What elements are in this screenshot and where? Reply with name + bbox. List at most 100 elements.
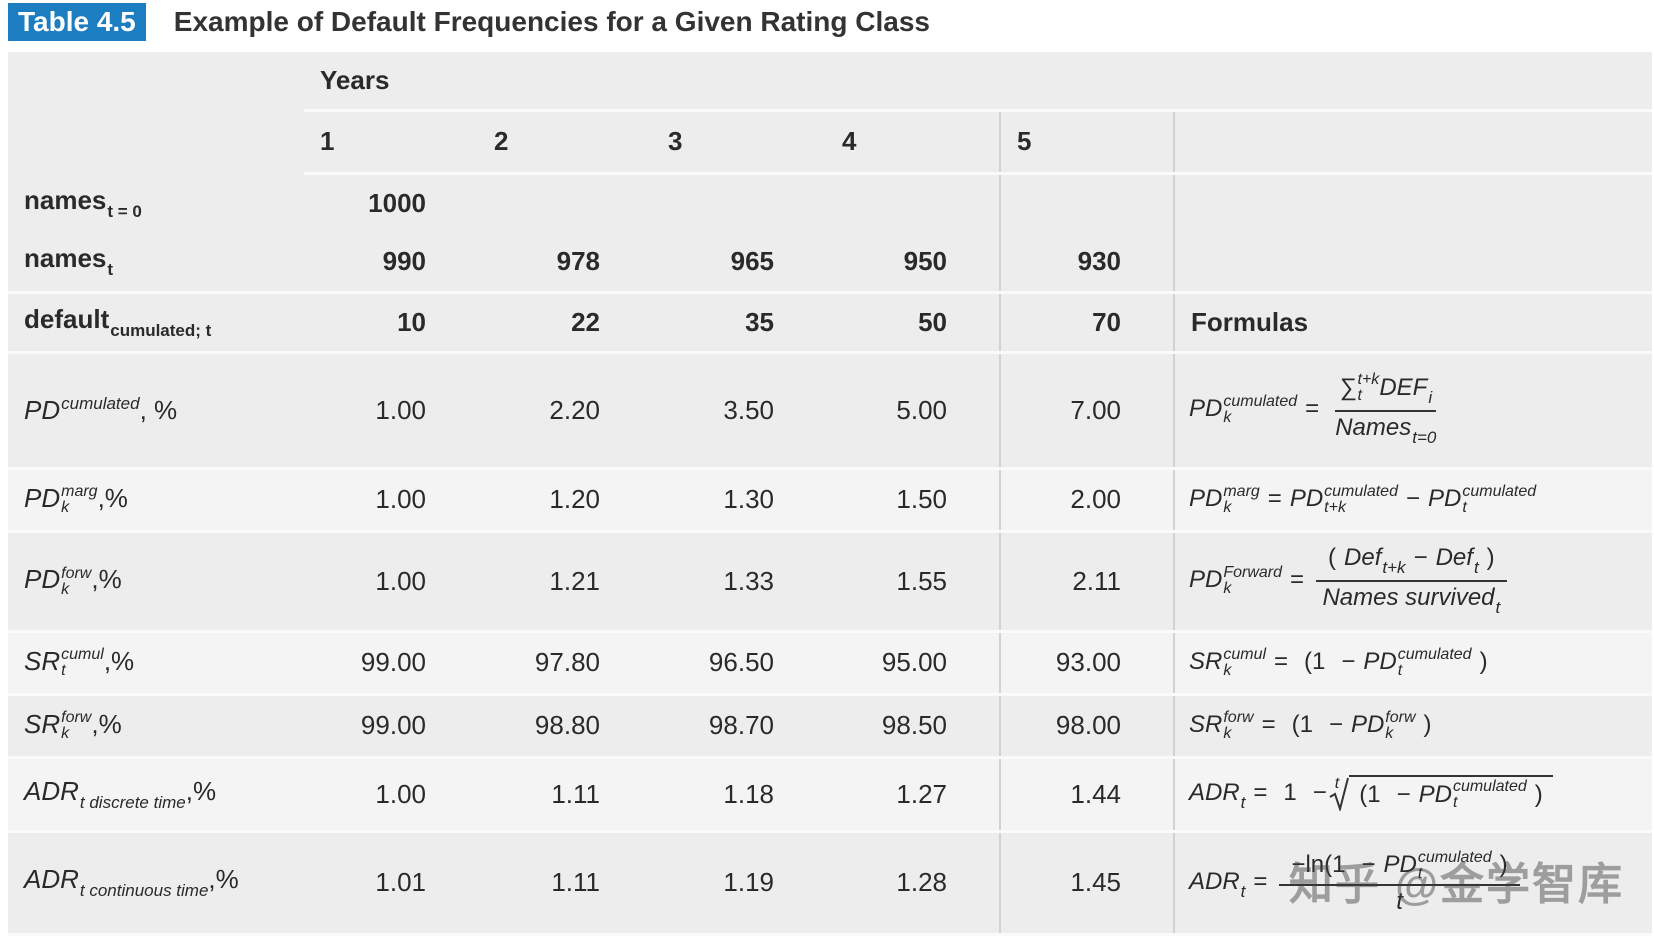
scripts: cumul k (1223, 645, 1267, 679)
subscript: t (1452, 794, 1458, 812)
rate-value: 1.28 (896, 867, 947, 897)
table-row: SR cumul t,% 99.00 97.80 96.50 95.00 93.00 SR cum… (8, 631, 1653, 696)
rate-value: 98.00 (1055, 710, 1121, 740)
row-label: PDcumulated, % (8, 352, 304, 470)
symbol-base: names (24, 243, 107, 274)
rate-value: 1.45 (1070, 867, 1121, 897)
suffix: , % (139, 395, 178, 425)
numerator: (Deft+k − Deft) (1316, 542, 1507, 582)
years-label: Years (320, 64, 390, 95)
symbol: namest (24, 243, 113, 279)
symbol-base: PD (1189, 566, 1223, 594)
superscript: cumul (1223, 645, 1267, 663)
symbol: Namest=0 (1335, 414, 1436, 447)
symbol-base: SR (1189, 647, 1223, 675)
count-value: 950 (903, 246, 947, 277)
subscript: k (61, 580, 70, 598)
symbol-base: PD (1383, 850, 1417, 878)
operator: = (1305, 395, 1320, 423)
year-label: 3 (668, 126, 683, 156)
scripts: marg k (61, 484, 97, 516)
rate-value: 3.50 (723, 394, 774, 425)
corner-cell (8, 52, 304, 173)
count-cell: 70 (999, 292, 1174, 354)
superscript: cumulated (1462, 482, 1537, 500)
symbol: Names survivedt (1322, 584, 1500, 617)
count-cell: 990 (304, 233, 478, 294)
symbol-base: SR (1189, 710, 1223, 738)
rate-value: 1.50 (896, 484, 947, 514)
denominator: Names survivedt (1318, 582, 1504, 620)
fraction: −ln(1− PD cumulated t) t (1279, 848, 1520, 918)
symbol: PD marg k (1189, 483, 1260, 515)
rate-cell: 2.00 (999, 468, 1174, 533)
rate-value: 7.00 (1070, 394, 1121, 425)
rate-value: 5.00 (896, 394, 947, 425)
operator: = (1290, 566, 1305, 594)
operator: (1 (1359, 780, 1381, 808)
suffix: ,% (208, 864, 239, 894)
superscript: cumulated (61, 394, 140, 413)
rate-value: 1.00 (375, 565, 426, 596)
formula-cell: Formulas (1172, 292, 1653, 354)
row-label: PD marg k,% (8, 468, 304, 533)
header: Table 4.5 Example of Default Frequencies… (8, 2, 930, 42)
denominator: Namest=0 (1331, 412, 1440, 450)
symbol-base: PD (1289, 484, 1324, 512)
subscript: cumulated; t (110, 320, 212, 340)
rate-value: 1.01 (375, 867, 426, 897)
table-row: namest = 0 1000 (8, 173, 1653, 233)
formula: SR cumul k = (1− PD cumulated t) (1189, 646, 1496, 678)
rate-cell: 98.80 (478, 694, 652, 759)
formula-cell: ADRt = 1− t (1− PD cumulated t) (1172, 757, 1653, 833)
rate-value: 1.00 (375, 484, 426, 514)
superscript: cumulated (1397, 645, 1472, 663)
operator: − (1312, 778, 1327, 806)
symbol-base: Def (1344, 544, 1382, 571)
scripts: cumulated t (1397, 645, 1472, 679)
rate-value: 96.50 (708, 647, 774, 677)
operator: (1 (1304, 647, 1326, 675)
symbol: SR cumul t,% (24, 646, 134, 679)
scripts: cumulated t (1462, 482, 1537, 516)
fraction: ∑ t+k t DEFi Namest=0 (1331, 370, 1440, 449)
row-label: SR forw k,% (8, 694, 304, 759)
superscript: Forward (1223, 564, 1283, 581)
symbol: PD cumulated k (1189, 393, 1298, 426)
count-value: 990 (382, 246, 426, 277)
row-label: PD forw k,% (8, 531, 304, 633)
rate-value: 98.80 (534, 710, 600, 740)
rate-cell: 96.50 (652, 631, 826, 696)
rate-value: 95.00 (881, 647, 947, 677)
superscript: cumulated (1223, 393, 1298, 410)
rate-cell: 99.00 (304, 694, 478, 759)
superscript: cumul (61, 646, 104, 664)
count-cell (826, 173, 1000, 233)
table-row: ADRt continuous time,% 1.01 1.11 1.19 1.28 1.… (8, 831, 1653, 936)
formula: PD marg k = PD cumulated t+k − PD cumulated t (1189, 482, 1536, 515)
subscript: t (1495, 598, 1501, 617)
numerator: −ln(1− PD cumulated t) (1279, 848, 1520, 886)
symbol-base: Names survived (1322, 584, 1495, 611)
table-row: defaultcumulated; t 10 22 35 50 70 Formulas (8, 292, 1653, 354)
rate-value: 98.70 (708, 710, 774, 740)
symbol-base: PD (1418, 780, 1452, 808)
rate-value: 1.11 (551, 867, 600, 897)
count-cell: 35 (652, 292, 826, 354)
rate-cell: 1.45 (999, 831, 1174, 936)
formula-cell: PD Forward k =(Deft+k − Deft) Names survivedt (1172, 531, 1653, 633)
row-label: ADRt continuous time,% (8, 831, 304, 936)
symbol: PD cumulated t+k (1289, 482, 1398, 515)
rate-value: 1.21 (549, 565, 600, 596)
superscript: cumulated (1324, 482, 1398, 500)
table-row: Years (8, 52, 1653, 112)
operator: ) (1423, 710, 1432, 738)
years-header: Years (304, 52, 1653, 112)
rate-cell: 1.00 (304, 468, 478, 533)
operator: = (1261, 710, 1276, 738)
fraction: (Deft+k − Deft) Names survivedt (1316, 542, 1507, 620)
subscript: t (1417, 864, 1423, 882)
rate-value: 2.20 (549, 394, 600, 425)
operator: ( (1328, 544, 1337, 571)
